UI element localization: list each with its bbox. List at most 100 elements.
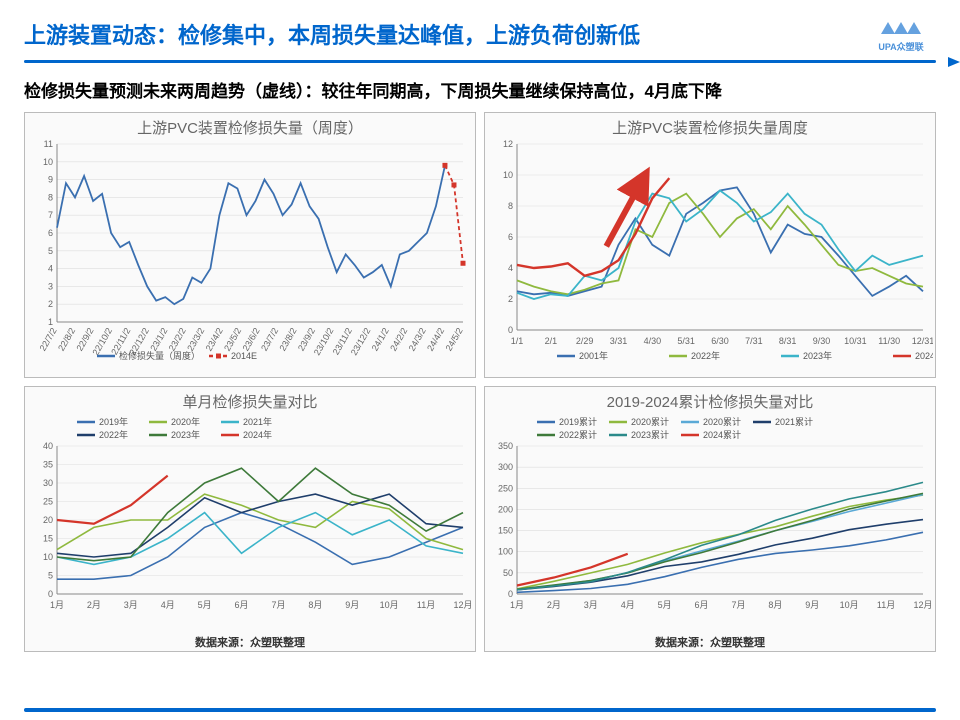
svg-text:22/8/2: 22/8/2 xyxy=(56,326,77,353)
svg-text:2022年: 2022年 xyxy=(99,429,128,440)
source-label: 数据来源：众塑联整理 xyxy=(651,634,769,650)
svg-text:250: 250 xyxy=(498,483,513,493)
svg-text:23/5/2: 23/5/2 xyxy=(222,326,243,353)
svg-text:2019年: 2019年 xyxy=(99,416,128,427)
svg-text:0: 0 xyxy=(508,589,513,599)
svg-text:350: 350 xyxy=(498,441,513,451)
svg-text:2020年: 2020年 xyxy=(171,416,200,427)
svg-text:2022年: 2022年 xyxy=(691,350,720,361)
svg-text:10月: 10月 xyxy=(840,600,859,610)
svg-text:23/1/2: 23/1/2 xyxy=(148,326,169,353)
svg-text:3: 3 xyxy=(48,281,53,291)
svg-text:4月: 4月 xyxy=(161,600,175,610)
svg-text:2001年: 2001年 xyxy=(579,350,608,361)
svg-text:12月: 12月 xyxy=(913,600,932,610)
svg-text:2020累计: 2020累计 xyxy=(631,416,669,427)
svg-text:23/4/2: 23/4/2 xyxy=(204,326,225,353)
svg-text:22/7/2: 22/7/2 xyxy=(38,326,59,353)
svg-text:检修损失量（周度）: 检修损失量（周度） xyxy=(119,350,200,361)
chart-weekly-years: 上游PVC装置检修损失量周度 0246810121/12/12/293/314/… xyxy=(484,112,936,378)
svg-text:4: 4 xyxy=(48,264,53,274)
svg-text:2021年: 2021年 xyxy=(243,416,272,427)
svg-text:2月: 2月 xyxy=(547,600,561,610)
source-label: 数据来源：众塑联整理 xyxy=(191,634,309,650)
svg-text:2020累计: 2020累计 xyxy=(703,416,741,427)
svg-text:5月: 5月 xyxy=(198,600,212,610)
footer-accent xyxy=(24,708,936,712)
svg-text:6月: 6月 xyxy=(695,600,709,610)
svg-text:7: 7 xyxy=(48,210,53,220)
svg-text:2019累计: 2019累计 xyxy=(559,416,597,427)
svg-text:20: 20 xyxy=(43,515,53,525)
svg-text:9月: 9月 xyxy=(345,600,359,610)
svg-text:1月: 1月 xyxy=(510,600,524,610)
svg-text:23/6/2: 23/6/2 xyxy=(241,326,262,353)
svg-text:8: 8 xyxy=(508,201,513,211)
svg-text:23/2/2: 23/2/2 xyxy=(167,326,188,353)
svg-text:100: 100 xyxy=(498,547,513,557)
svg-text:24/5/2: 24/5/2 xyxy=(444,326,465,353)
svg-text:9/30: 9/30 xyxy=(813,336,831,346)
svg-text:1月: 1月 xyxy=(50,600,64,610)
svg-text:300: 300 xyxy=(498,462,513,472)
svg-text:23/8/2: 23/8/2 xyxy=(277,326,298,353)
svg-text:2023累计: 2023累计 xyxy=(631,429,669,440)
svg-text:2: 2 xyxy=(48,299,53,309)
svg-text:7月: 7月 xyxy=(271,600,285,610)
svg-text:30: 30 xyxy=(43,478,53,488)
svg-text:2023年: 2023年 xyxy=(803,350,832,361)
svg-text:2/1: 2/1 xyxy=(545,336,558,346)
svg-text:10: 10 xyxy=(43,552,53,562)
svg-text:3月: 3月 xyxy=(124,600,138,610)
svg-text:0: 0 xyxy=(48,589,53,599)
svg-text:24/1/2: 24/1/2 xyxy=(370,326,391,353)
svg-text:23/3/2: 23/3/2 xyxy=(185,326,206,353)
svg-text:1/1: 1/1 xyxy=(511,336,524,346)
svg-text:200: 200 xyxy=(498,504,513,514)
svg-text:24/2/2: 24/2/2 xyxy=(388,326,409,353)
svg-text:11: 11 xyxy=(44,140,53,149)
svg-text:2/29: 2/29 xyxy=(576,336,594,346)
svg-text:2021累计: 2021累计 xyxy=(775,416,813,427)
svg-text:3/31: 3/31 xyxy=(610,336,628,346)
svg-text:10/31: 10/31 xyxy=(844,336,867,346)
svg-text:2024年: 2024年 xyxy=(243,429,272,440)
svg-text:9月: 9月 xyxy=(805,600,819,610)
chart-cumulative: 2019-2024累计检修损失量对比 050100150200250300350… xyxy=(484,386,936,652)
svg-text:24/4/2: 24/4/2 xyxy=(425,326,446,353)
svg-text:50: 50 xyxy=(503,568,513,578)
svg-text:6: 6 xyxy=(508,232,513,242)
svg-text:8: 8 xyxy=(48,192,53,202)
svg-text:2014E: 2014E xyxy=(231,351,257,361)
svg-text:0: 0 xyxy=(508,325,513,335)
svg-text:11/30: 11/30 xyxy=(878,336,900,346)
svg-text:5月: 5月 xyxy=(658,600,672,610)
svg-text:6月: 6月 xyxy=(235,600,249,610)
svg-text:23/7/2: 23/7/2 xyxy=(259,326,280,353)
svg-text:5: 5 xyxy=(48,246,53,256)
svg-text:10: 10 xyxy=(43,157,53,167)
svg-text:2024年: 2024年 xyxy=(915,350,933,361)
svg-text:4月: 4月 xyxy=(621,600,635,610)
svg-text:5/31: 5/31 xyxy=(677,336,695,346)
logo: UPA众塑联 xyxy=(866,14,936,54)
svg-text:35: 35 xyxy=(43,460,53,470)
svg-text:1: 1 xyxy=(48,317,53,327)
subtitle: 检修损失量预测未来两周趋势（虚线）：较往年同期高，下周损失量继续保持高位，4月底… xyxy=(24,77,936,102)
svg-text:150: 150 xyxy=(498,526,513,536)
svg-text:7/31: 7/31 xyxy=(745,336,763,346)
svg-text:2024累计: 2024累计 xyxy=(703,429,741,440)
page-title: 上游装置动态：检修集中，本周损失量达峰值，上游负荷创新低 xyxy=(24,18,640,50)
svg-text:8月: 8月 xyxy=(768,600,782,610)
svg-text:7月: 7月 xyxy=(731,600,745,610)
title-underline xyxy=(24,60,936,63)
svg-text:2: 2 xyxy=(508,294,513,304)
svg-text:2022累计: 2022累计 xyxy=(559,429,597,440)
svg-text:2月: 2月 xyxy=(87,600,101,610)
svg-text:10: 10 xyxy=(503,170,513,180)
svg-text:12/31: 12/31 xyxy=(912,336,933,346)
svg-text:15: 15 xyxy=(43,534,53,544)
svg-text:40: 40 xyxy=(43,441,53,451)
svg-text:6: 6 xyxy=(48,228,53,238)
svg-text:2023年: 2023年 xyxy=(171,429,200,440)
